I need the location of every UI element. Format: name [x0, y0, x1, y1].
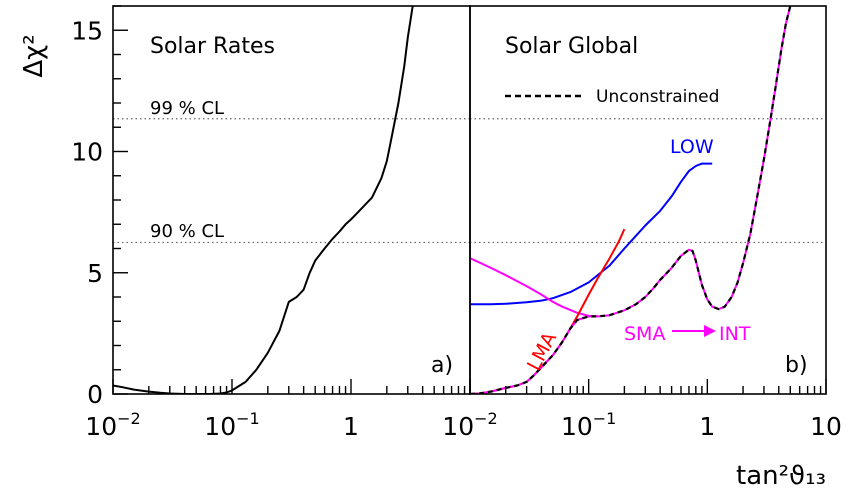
x-tick-label: 1 — [699, 412, 715, 441]
panel-a-frame — [112, 5, 471, 395]
cl-reference-lines-b — [470, 118, 826, 244]
y-tick-label: 15 — [71, 16, 103, 45]
x-tick-label: 10−2 — [85, 409, 140, 441]
panel-solar-rates: 0 5 10 15 10−2 10−1 1 Solar Rates 99 % CL 90 %… — [71, 5, 471, 441]
ticks-panel-a: 0 5 10 15 10−2 10−1 1 — [71, 5, 471, 441]
series-line-curve — [113, 6, 414, 394]
panel-title-solar-global: Solar Global — [505, 34, 638, 59]
cl-label-99: 99 % CL — [150, 98, 224, 119]
x-tick-label: 10−1 — [204, 409, 259, 441]
series-line-sma — [470, 257, 599, 318]
x-axis-title: tan²ϑ₁₃ — [736, 461, 826, 491]
x-tick-label: 10 — [810, 412, 842, 441]
curve-label-int: INT — [719, 323, 751, 345]
x-tick-label: 10−1 — [561, 409, 616, 441]
x-tick-label: 10−2 — [442, 409, 497, 441]
sma-int-arrowhead — [704, 325, 716, 337]
curves-solar-rates — [113, 6, 414, 394]
x-tick-label: 1 — [343, 412, 359, 441]
panel-b-frame — [469, 5, 827, 395]
legend-unconstrained-label: Unconstrained — [596, 87, 719, 107]
panel-title-solar-rates: Solar Rates — [150, 34, 275, 59]
cl-reference-lines — [113, 118, 470, 244]
curve-label-low: LOW — [670, 136, 714, 158]
y-tick-label: 5 — [87, 259, 103, 288]
series-line-unconstrained-dashed — [470, 6, 792, 394]
y-axis-title-text: Δχ² — [19, 34, 49, 77]
cl-label-90: 90 % CL — [150, 221, 224, 242]
y-tick-label: 10 — [71, 138, 103, 167]
y-axis-title: Δχ² — [19, 34, 49, 77]
curves-solar-global — [470, 6, 792, 394]
curve-label-sma: SMA — [624, 323, 665, 345]
panel-tag-a: a) — [431, 353, 453, 378]
panel-tag-b: b) — [785, 353, 808, 378]
series-line-low — [470, 162, 713, 306]
y-tick-label: 0 — [87, 380, 103, 409]
series-line-lma — [470, 228, 626, 394]
panel-solar-global: 10−2 10−1 1 10 Solar Global Unconstrained b… — [442, 5, 842, 441]
